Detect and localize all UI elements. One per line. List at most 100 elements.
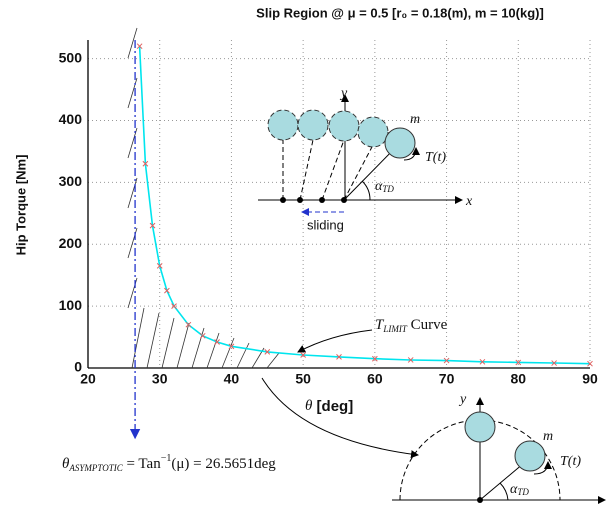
y-tick-label: 300 xyxy=(59,173,83,189)
mass xyxy=(357,116,389,148)
y-tick-label: 500 xyxy=(59,49,83,65)
torque-arrow xyxy=(403,147,420,161)
angle-sub: TD xyxy=(382,184,394,194)
hatch xyxy=(266,352,280,369)
data-point xyxy=(443,357,450,364)
mass xyxy=(514,440,546,472)
standing-diagram: y m T(t) αTD xyxy=(392,392,606,504)
hatch xyxy=(161,317,175,369)
data-line xyxy=(138,46,591,365)
curve-label-sub: LIMIT xyxy=(382,324,407,334)
label: y xyxy=(339,86,348,101)
detail-arrow xyxy=(261,377,419,459)
asym-text: (μ) = 26.5651deg xyxy=(171,456,276,472)
asymptote-label: θASYMPTOTIC = Tan−1(μ) = 26.5651deg xyxy=(62,453,276,473)
hatch xyxy=(131,307,145,369)
data-point xyxy=(142,160,149,167)
data-point xyxy=(551,360,557,366)
asym-sub: ASYMPTOTIC xyxy=(68,463,123,473)
x-label-unit: [deg] xyxy=(312,398,353,415)
data-point xyxy=(171,303,177,309)
data-point xyxy=(156,263,163,269)
foot xyxy=(280,197,286,203)
mass xyxy=(267,109,299,141)
data-point xyxy=(185,321,192,328)
x-tick-label: 60 xyxy=(367,371,383,387)
x-axis-label: θ [deg] xyxy=(305,398,353,415)
data-point xyxy=(264,349,271,355)
arc xyxy=(399,419,561,501)
angle-symbol: α xyxy=(510,482,518,497)
label: x xyxy=(465,194,473,209)
data-point xyxy=(228,343,235,350)
foot xyxy=(477,497,483,503)
label: αTD xyxy=(375,179,394,194)
asym-text: = Tan xyxy=(123,456,161,472)
asym-sup: −1 xyxy=(161,453,172,464)
curve-label-text: Curve xyxy=(407,317,448,333)
data-point xyxy=(407,357,414,363)
data-point xyxy=(515,359,522,366)
curve-arrow xyxy=(297,329,373,353)
angle-sub: TD xyxy=(517,487,529,497)
leg xyxy=(299,139,314,201)
label: T(t) xyxy=(560,454,581,469)
leg xyxy=(343,144,374,201)
hatch xyxy=(127,27,138,59)
mass xyxy=(384,127,416,159)
y-tick-label: 200 xyxy=(59,235,83,251)
x-tick-label: 90 xyxy=(582,371,598,387)
data-point xyxy=(336,354,342,360)
label: αTD xyxy=(510,482,529,497)
data-point xyxy=(300,352,306,358)
y-tick-label: 0 xyxy=(74,359,82,375)
mass xyxy=(464,411,496,443)
mass xyxy=(328,110,360,142)
x-tick-label: 20 xyxy=(80,371,96,387)
label: m xyxy=(543,429,553,444)
mass xyxy=(297,109,329,141)
data-point xyxy=(136,43,143,50)
curve-label: TLIMIT Curve xyxy=(375,317,448,334)
hatch xyxy=(127,177,138,209)
torque-arrow xyxy=(533,461,552,475)
x-tick-label: 80 xyxy=(510,371,526,387)
data-point xyxy=(587,360,593,367)
hatch xyxy=(191,327,205,369)
y-tick-label: 400 xyxy=(59,111,83,127)
hatch xyxy=(221,337,235,369)
x-tick-label: 50 xyxy=(295,371,311,387)
hatch xyxy=(206,332,220,369)
hatch xyxy=(176,322,190,369)
label: m xyxy=(410,112,420,127)
angle-arc xyxy=(499,482,509,501)
data-point xyxy=(164,287,170,294)
x-tick-label: 40 xyxy=(224,371,240,387)
hatch xyxy=(236,342,250,369)
angle-symbol: α xyxy=(375,179,383,194)
leg xyxy=(321,139,345,201)
data-point xyxy=(214,339,220,345)
curve-label-symbol: T xyxy=(375,317,385,333)
y-tick-label: 100 xyxy=(59,297,83,313)
data-point xyxy=(372,355,378,362)
foot xyxy=(319,197,325,203)
foot xyxy=(297,197,303,203)
chart-title: Slip Region @ μ = 0.5 [r₀ = 0.18(m), m =… xyxy=(256,5,544,20)
y-axis-label: Hip Torque [Nm] xyxy=(13,155,28,256)
label: y xyxy=(458,392,467,407)
data-point xyxy=(149,222,156,229)
label: sliding xyxy=(307,217,344,232)
x-label-symbol: θ xyxy=(305,398,313,414)
hatch xyxy=(146,312,160,369)
plot: 0 100 200 300 400 500 20 30 40 50 60 70 80 90 xyxy=(59,27,598,440)
x-tick-label: 30 xyxy=(152,371,168,387)
angle-arc xyxy=(361,180,371,201)
data-point xyxy=(199,332,206,339)
asym-symbol: θ xyxy=(62,456,70,472)
data-point xyxy=(479,358,486,365)
foot xyxy=(341,197,347,203)
sliding-diagram: y x m T(t) αTD sliding xyxy=(258,86,473,232)
label: T(t) xyxy=(425,150,446,165)
